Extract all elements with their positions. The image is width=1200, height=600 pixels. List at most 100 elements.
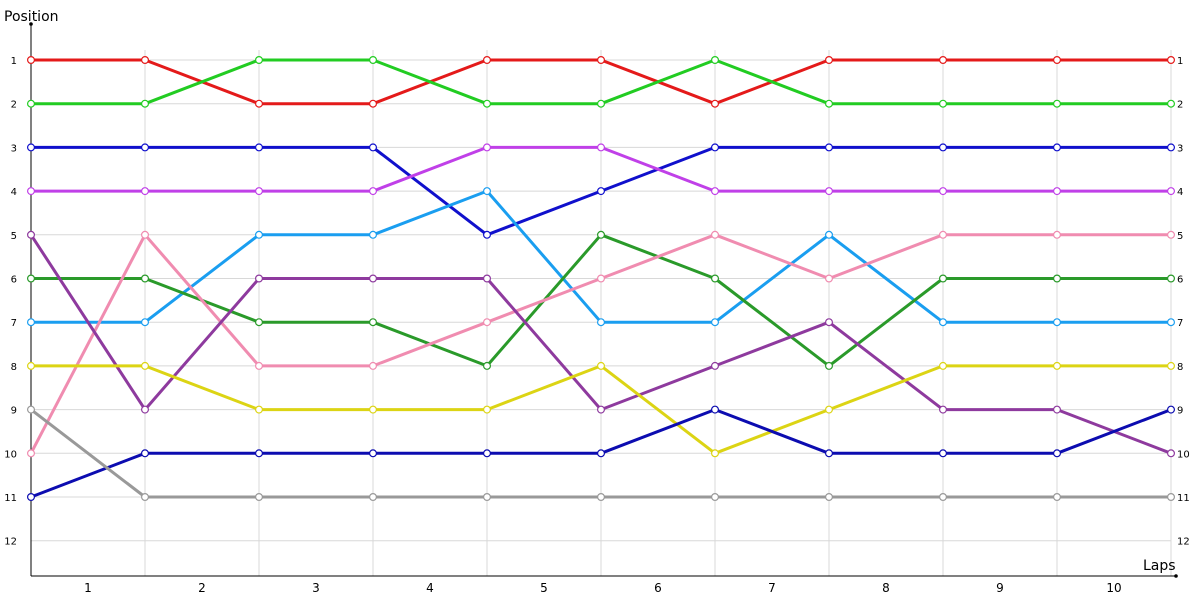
y-tick-label: 3 (11, 143, 17, 154)
series-2-point (27, 99, 36, 108)
series-2-point (1052, 99, 1061, 108)
y-tick-label: 4 (11, 187, 17, 198)
series-4-point (483, 143, 492, 152)
x-tick-label: 10 (1106, 581, 1121, 595)
x-axis-end-dot (1174, 574, 1178, 578)
series-5-point (938, 318, 947, 327)
series-8-point (141, 405, 150, 414)
y-tick-label-right: 1 (1177, 56, 1183, 67)
y-tick-label: 12 (4, 537, 17, 548)
series-11-point (141, 493, 150, 502)
series-5-point (596, 318, 605, 327)
y-tick-label: 6 (11, 275, 17, 286)
series-7-point (141, 230, 150, 239)
y-tick-label: 9 (11, 406, 17, 417)
y-tick-label: 5 (11, 231, 17, 242)
series-9-point (369, 405, 378, 414)
series-6-point (255, 318, 264, 327)
y-tick-label-right: 6 (1177, 275, 1183, 286)
y-tick-label: 10 (4, 449, 17, 460)
series-11-point (1052, 493, 1061, 502)
x-tick-label: 5 (540, 581, 548, 595)
series-5-point (27, 318, 36, 327)
series-1-point (938, 55, 947, 64)
series-11-point (1166, 493, 1175, 502)
series-8-point (596, 405, 605, 414)
series-5-point (1166, 318, 1175, 327)
y-tick-label-right: 12 (1177, 537, 1190, 548)
series-1-point (27, 55, 36, 64)
series-9-point (710, 449, 719, 458)
series-4-point (596, 143, 605, 152)
series-11-point (824, 493, 833, 502)
series-5-point (255, 230, 264, 239)
series-2-point (596, 99, 605, 108)
series-8-point (1166, 449, 1175, 458)
series-3-point (1052, 143, 1061, 152)
series-11-point (369, 493, 378, 502)
series-7-point (1052, 230, 1061, 239)
series-2-point (1166, 99, 1175, 108)
series-8-point (369, 274, 378, 283)
series-3-point (141, 143, 150, 152)
y-axis-title: Position (4, 9, 59, 25)
series-8-point (938, 405, 947, 414)
x-tick-label: 6 (654, 581, 662, 595)
series-9-point (1166, 361, 1175, 370)
series-9-point (255, 405, 264, 414)
series-4-point (141, 187, 150, 196)
series-4-point (1052, 187, 1061, 196)
y-tick-label-right: 7 (1177, 318, 1183, 329)
y-tick-label: 7 (11, 318, 17, 329)
series-6-point (596, 230, 605, 239)
series-3-point (710, 143, 719, 152)
series-9-point (141, 361, 150, 370)
series-6-point (27, 274, 36, 283)
series-10-point (596, 449, 605, 458)
series-10-point (710, 405, 719, 414)
series-4-point (27, 187, 36, 196)
series-6-point (1166, 274, 1175, 283)
series-7-point (596, 274, 605, 283)
series-8-point (1052, 405, 1061, 414)
series-7-point (938, 230, 947, 239)
series-8-point (483, 274, 492, 283)
series-1-point (255, 99, 264, 108)
series-10-point (1166, 405, 1175, 414)
series-6-point (369, 318, 378, 327)
series-10-point (483, 449, 492, 458)
series-4-point (1166, 187, 1175, 196)
x-tick-label: 8 (882, 581, 890, 595)
y-tick-label-right: 10 (1177, 449, 1190, 460)
series-5-point (483, 187, 492, 196)
series-11-point (596, 493, 605, 502)
series-7-point (483, 318, 492, 327)
y-tick-label-right: 11 (1177, 493, 1190, 504)
series-8-point (255, 274, 264, 283)
series-1-point (1052, 55, 1061, 64)
series-5-point (141, 318, 150, 327)
y-tick-label: 1 (11, 56, 17, 67)
series-6-point (1052, 274, 1061, 283)
series-11-point (483, 493, 492, 502)
series-3-point (27, 143, 36, 152)
series-3-point (369, 143, 378, 152)
series-1-point (824, 55, 833, 64)
series-9-point (27, 361, 36, 370)
y-tick-label: 11 (4, 493, 17, 504)
y-axis-end-dot (29, 22, 33, 26)
x-tick-label: 7 (768, 581, 776, 595)
series-9-point (938, 361, 947, 370)
axes: Position Laps (4, 9, 1178, 578)
series-7-point (27, 449, 36, 458)
series-11-point (255, 493, 264, 502)
series-2-point (483, 99, 492, 108)
series-10-point (1052, 449, 1061, 458)
series-1-point (596, 55, 605, 64)
x-tick-label: 9 (996, 581, 1004, 595)
series-1-point (369, 99, 378, 108)
y-tick-label-right: 2 (1177, 100, 1183, 111)
series-7-point (369, 361, 378, 370)
series-3-point (483, 230, 492, 239)
